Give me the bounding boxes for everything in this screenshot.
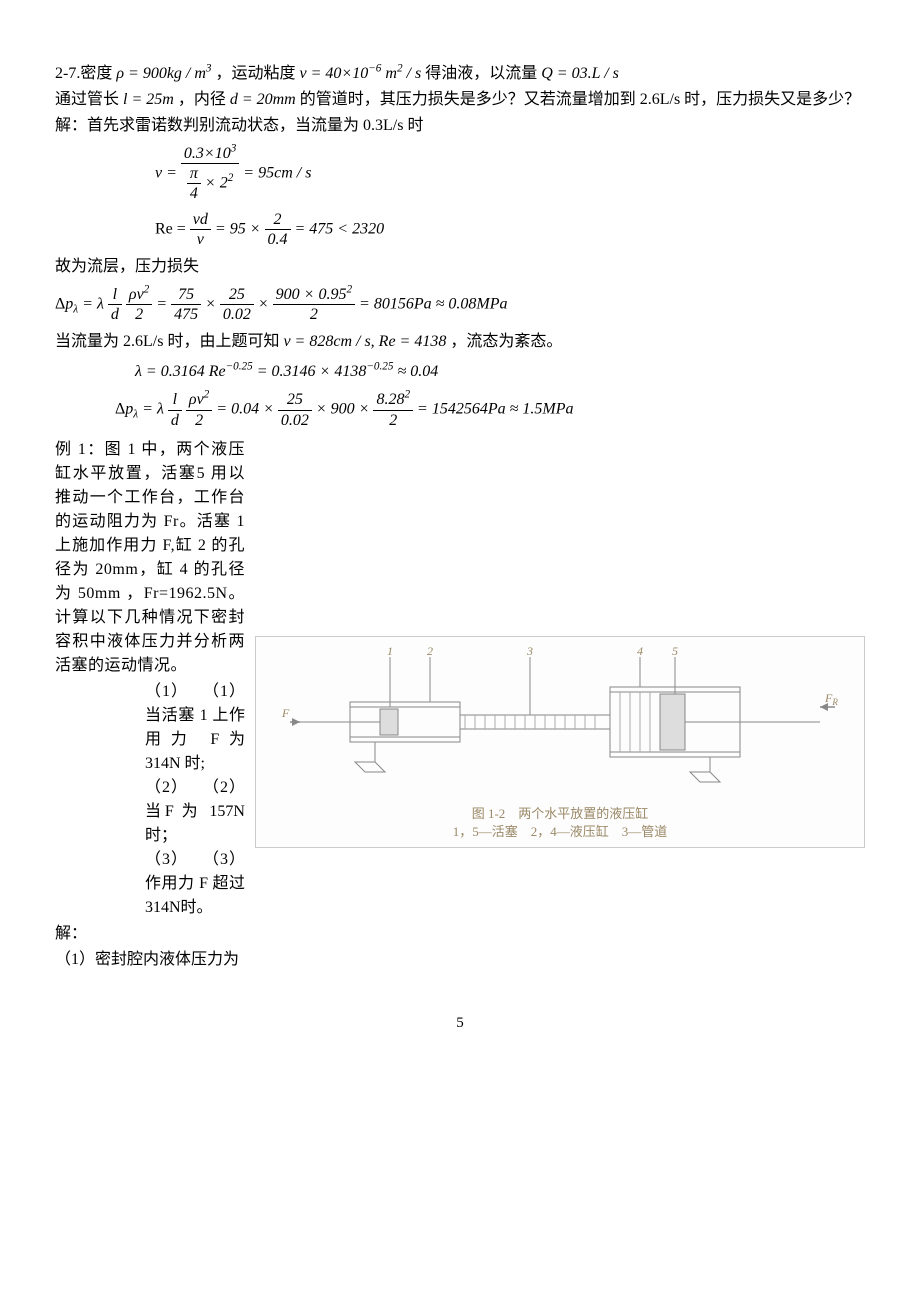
turbulent-intro: 当流量为 2.6L/s 时，由上题可知 v = 828cm / s, Re = … [55, 330, 865, 354]
hydraulic-diagram: 1 2 3 4 5 F FR [266, 647, 854, 797]
txt: 2-7.密度 [55, 65, 112, 82]
example-text: 例 1：图 1 中，两个液压缸水平放置，活塞5 用以推动一个工作台，工作台的运动… [55, 438, 245, 678]
eq-dp2: Δpλ = λ ld ρv22 = 0.04 × 250.02 × 900 × … [55, 390, 865, 429]
svg-text:F: F [281, 706, 290, 720]
page-number: 5 [55, 1012, 865, 1035]
solution-intro: 解：首先求雷诺数判别流动状态，当流量为 0.3L/s 时 [55, 114, 865, 138]
solution-line1: （1）密封腔内液体压力为 [55, 948, 865, 972]
Q-eq: Q = 03.L / s [541, 65, 619, 82]
svg-text:3: 3 [526, 647, 533, 658]
problem-line2: 通过管长 l = 25m ，内径 d = 20mm 的管道时，其压力损失是多少？… [55, 88, 865, 112]
item-1: （1） （1） 当活塞 1 上作用力 F为 314N 时; [145, 680, 245, 776]
problem-line1: 2-7.密度 ρ = 900kg / m3 ，运动粘度 ν = 40×10−6 … [55, 62, 865, 86]
svg-text:5: 5 [672, 647, 678, 658]
laminar-label: 故为流层，压力损失 [55, 255, 865, 279]
item-3: （3） （3） 作用力 F 超过 314N时。 [145, 848, 245, 920]
eq-v: v = 0.3×103 π 4 × 22 = 95cm / s [55, 144, 865, 204]
figure-caption-2: 1，5—活塞 2，4—液压缸 3—管道 [266, 823, 854, 841]
eq-lambda: λ = 0.3164 Re−0.25 = 0.3146 × 4138−0.25 … [55, 360, 865, 384]
item-2: （2） （2） 当F 为 157N时； [145, 776, 245, 848]
figure-1-2: 1 2 3 4 5 F FR 图 1-2 两个水平放置的液压缸 1，5—活塞 2… [255, 636, 865, 848]
svg-text:FR: FR [824, 691, 838, 707]
eq-dp1: Δpλ = λ ld ρv22 = 75475 × 250.02 × 900 ×… [55, 285, 865, 324]
svg-text:1: 1 [387, 647, 393, 658]
txt: ，运动粘度 [216, 65, 296, 82]
eq-re: Re = vd ν = 95 × 2 0.4 = 475 < 2320 [55, 210, 865, 249]
solution-head: 解： [55, 922, 865, 946]
svg-text:4: 4 [637, 647, 643, 658]
svg-text:2: 2 [427, 647, 433, 658]
figure-caption-1: 图 1-2 两个水平放置的液压缸 [266, 805, 854, 823]
txt: 得油液，以流量 [425, 65, 537, 82]
rho-eq: ρ = 900kg / m3 [116, 65, 215, 82]
example-block: 例 1：图 1 中，两个液压缸水平放置，活塞5 用以推动一个工作台，工作台的运动… [55, 436, 865, 920]
nu-eq: ν = 40×10−6 m2 / s [300, 65, 426, 82]
